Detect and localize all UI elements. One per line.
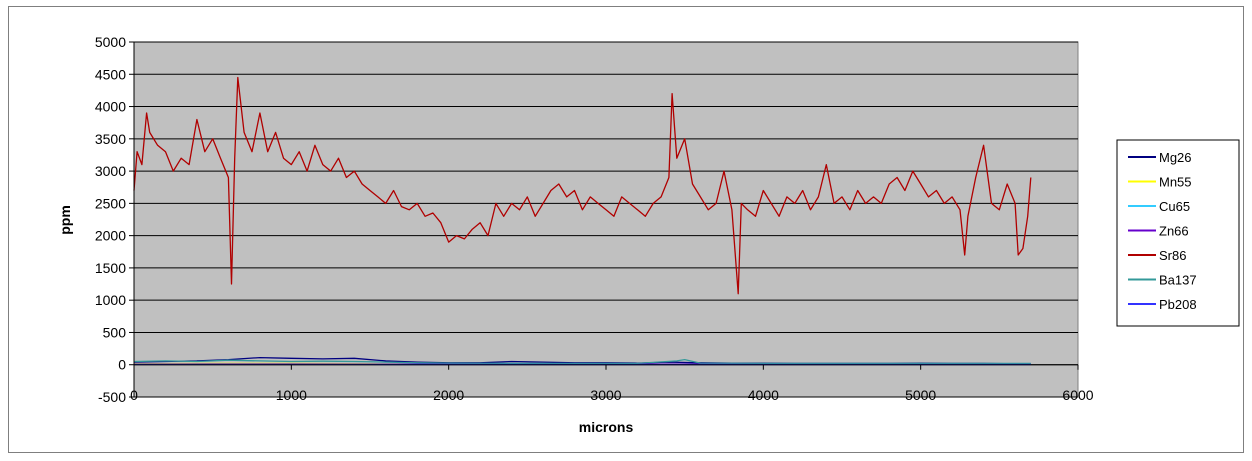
legend: Mg26 Mn55 Cu65 Zn66 Sr86 Ba137 Pb208 xyxy=(1116,139,1240,327)
y-axis-title: ppm xyxy=(57,205,73,235)
y-tick-label: 3500 xyxy=(95,131,126,147)
legend-label: Mg26 xyxy=(1159,150,1192,165)
y-tick-label: 0 xyxy=(118,357,126,373)
x-tick-label: 5000 xyxy=(905,387,936,403)
legend-label: Ba137 xyxy=(1159,273,1197,288)
y-tick-label: 5000 xyxy=(95,34,126,50)
x-tick-label: 0 xyxy=(130,387,138,403)
legend-box xyxy=(1116,139,1240,327)
y-tick-label: 2500 xyxy=(95,195,126,211)
y-tick-label: 1000 xyxy=(95,292,126,308)
x-tick-label: 4000 xyxy=(748,387,779,403)
y-tick-label: 4000 xyxy=(95,99,126,115)
y-tick-label: 4500 xyxy=(95,66,126,82)
legend-label: Pb208 xyxy=(1159,297,1197,312)
series-line-sr86 xyxy=(133,76,1032,295)
x-tick-label: 1000 xyxy=(276,387,307,403)
x-tick-label: 3000 xyxy=(590,387,621,403)
legend-label: Cu65 xyxy=(1159,199,1190,214)
x-tick-label: 6000 xyxy=(1062,387,1093,403)
x-axis-title: microns xyxy=(579,419,634,435)
y-tick-label: 1500 xyxy=(95,260,126,276)
axes: -500050010001500200025003000350040004500… xyxy=(95,34,1094,405)
y-tick-label: -500 xyxy=(98,389,126,405)
y-tick-label: 500 xyxy=(103,324,127,340)
y-tick-label: 3000 xyxy=(95,163,126,179)
x-tick-label: 2000 xyxy=(433,387,464,403)
plot-area xyxy=(133,41,1079,398)
y-tick-label: 2000 xyxy=(95,228,126,244)
series-line-ba137 xyxy=(133,358,1031,365)
legend-label: Mn55 xyxy=(1159,175,1192,190)
legend-label: Sr86 xyxy=(1159,248,1186,263)
legend-label: Zn66 xyxy=(1159,224,1189,239)
